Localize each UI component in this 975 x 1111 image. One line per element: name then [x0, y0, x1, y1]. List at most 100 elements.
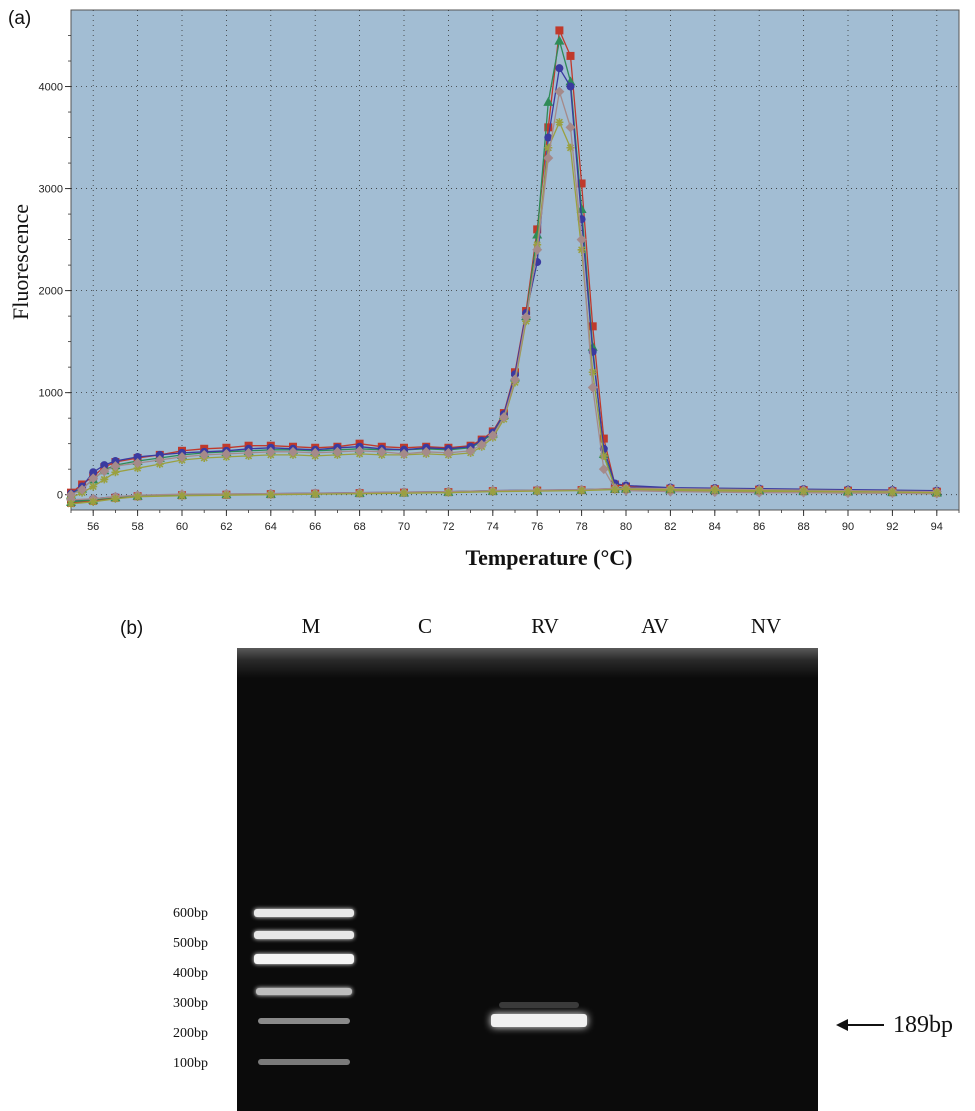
gel-image: [237, 648, 818, 1111]
data-point: [799, 487, 808, 496]
data-point: [77, 484, 88, 495]
x-tick-label: 62: [220, 521, 232, 533]
data-point: [311, 490, 320, 499]
ladder-label-200: 200bp: [173, 1026, 208, 1041]
data-point: [354, 445, 365, 456]
data-point: [598, 464, 609, 475]
data-point: [178, 491, 186, 500]
data-point: [100, 461, 109, 470]
data-point: [588, 368, 597, 377]
series-4: [66, 86, 942, 500]
data-point: [755, 486, 764, 495]
data-point: [932, 488, 941, 497]
data-point: [488, 487, 497, 496]
data-point: [88, 473, 99, 484]
data-point: [243, 447, 254, 458]
data-point: [177, 451, 187, 462]
data-series: [66, 26, 942, 508]
x-tick-label: 64: [265, 521, 277, 533]
data-point: [587, 382, 598, 393]
data-point: [599, 451, 608, 460]
data-point: [421, 446, 432, 457]
data-point: [89, 482, 98, 491]
ladder-band-500: [254, 931, 354, 939]
data-point: [133, 464, 142, 473]
data-point: [565, 122, 576, 133]
series-9: [67, 485, 941, 508]
data-point: [844, 487, 852, 496]
y-tick-label: 3000: [39, 184, 63, 196]
panel-a-label: (a): [8, 8, 32, 29]
x-tick-label: 84: [709, 521, 721, 533]
data-point: [532, 244, 543, 255]
y-tick-label: 0: [57, 490, 63, 502]
data-point: [543, 96, 554, 106]
data-point: [577, 245, 586, 254]
x-tick-label: 92: [886, 521, 898, 533]
y-tick-label: 2000: [39, 286, 63, 298]
ladder-label-600: 600bp: [173, 906, 208, 921]
y-tick-label: 1000: [39, 388, 63, 400]
data-point: [544, 143, 553, 152]
x-tick-label: 82: [664, 521, 676, 533]
x-tick-label: 76: [531, 521, 543, 533]
x-tick-label: 90: [842, 521, 854, 533]
x-tick-label: 94: [931, 521, 943, 533]
arrow-icon: [836, 1017, 886, 1033]
x-tick-label: 88: [797, 521, 809, 533]
ladder-label-100: 100bp: [173, 1056, 208, 1071]
data-point: [222, 491, 231, 500]
x-axis-label: Temperature (°C): [465, 545, 632, 570]
x-tick-label: 68: [353, 521, 365, 533]
lane-label-c: C: [417, 614, 432, 638]
data-point: [666, 485, 675, 494]
data-point: [554, 35, 565, 45]
ladder-band-300: [256, 988, 352, 995]
data-point: [555, 64, 564, 73]
data-point: [577, 486, 586, 495]
lane-label-av: AV: [641, 614, 669, 638]
data-point: [376, 446, 387, 457]
data-point: [566, 51, 575, 60]
ladder-label-300: 300bp: [173, 996, 208, 1011]
data-point: [487, 430, 498, 441]
data-point: [332, 446, 343, 457]
data-point: [67, 499, 75, 508]
data-point: [498, 412, 509, 423]
data-point: [110, 461, 121, 472]
ladder-label-500: 500bp: [173, 936, 208, 951]
data-point: [543, 152, 554, 163]
data-point: [199, 449, 210, 460]
data-point: [555, 118, 564, 127]
data-point: [310, 447, 321, 458]
x-tick-label: 70: [398, 521, 410, 533]
x-tick-label: 60: [176, 521, 188, 533]
rv-band-faint: [499, 1002, 579, 1008]
y-tick-label: 4000: [39, 82, 63, 94]
data-point: [444, 488, 453, 497]
data-point: [265, 446, 276, 457]
ladder-band-400: [254, 954, 354, 964]
data-point: [599, 434, 608, 443]
data-point: [221, 448, 232, 459]
melting-curve-chart: 56 58 60 62 64 66 68 70 72 74 76 78 80 82 84 86 88 90 92 94…: [8, 9, 960, 570]
data-point: [554, 86, 565, 97]
lane-label-m: M: [301, 614, 321, 638]
data-point: [555, 26, 564, 35]
data-point: [133, 492, 142, 501]
data-point: [89, 468, 98, 477]
x-tick-label: 56: [87, 521, 99, 533]
data-point: [443, 447, 454, 458]
data-point: [288, 446, 298, 457]
panel-b-label: (b): [120, 618, 144, 639]
band-size-label: 189bp: [893, 1012, 953, 1038]
data-point: [399, 448, 409, 459]
data-point: [622, 485, 630, 494]
x-tick-label: 86: [753, 521, 765, 533]
data-point: [465, 445, 476, 456]
data-point: [566, 82, 575, 91]
data-point: [610, 485, 619, 494]
ladder-band-200: [258, 1018, 350, 1024]
data-point: [476, 439, 487, 450]
data-point: [533, 487, 542, 496]
